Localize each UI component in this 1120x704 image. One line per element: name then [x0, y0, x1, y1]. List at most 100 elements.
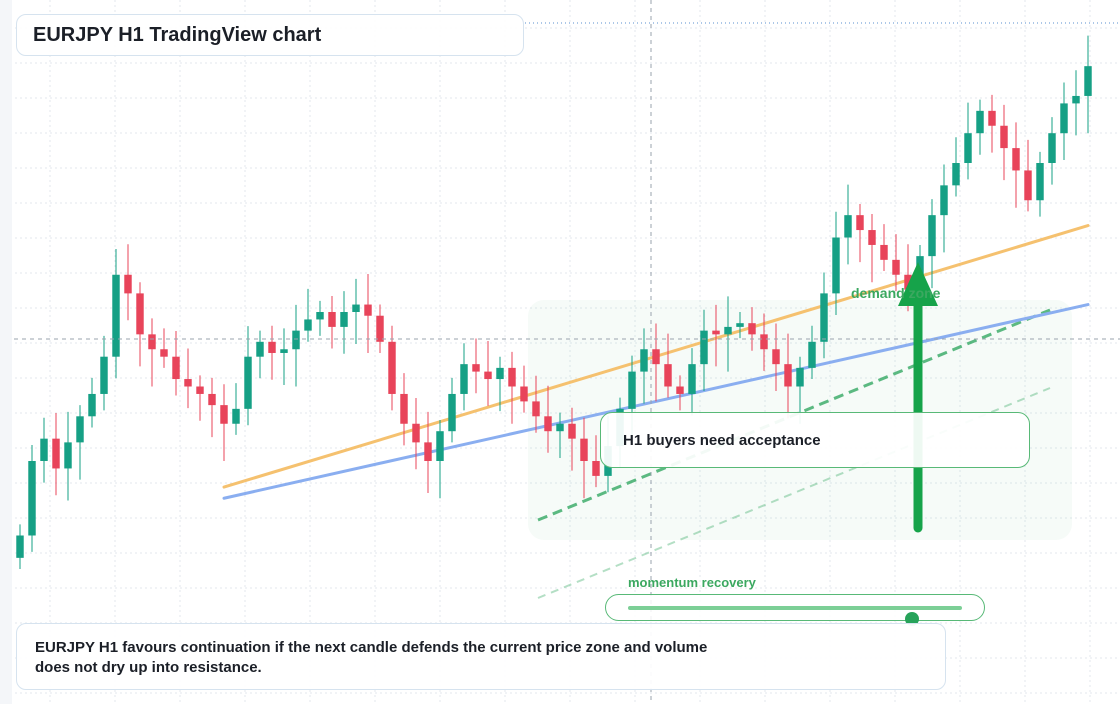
- candle: [1072, 70, 1080, 136]
- candle-body: [172, 356, 180, 380]
- candle: [664, 333, 672, 398]
- candle: [424, 411, 432, 494]
- candle: [1048, 117, 1056, 185]
- candle-body: [100, 356, 108, 394]
- candle-body: [436, 431, 444, 461]
- candle: [196, 375, 204, 421]
- candle: [52, 412, 60, 496]
- candle-body: [856, 215, 864, 231]
- candle: [1036, 151, 1044, 217]
- price-scale-strip: [0, 0, 12, 704]
- candle: [760, 313, 768, 371]
- candle-body: [1084, 66, 1092, 96]
- candle: [1024, 139, 1032, 212]
- candle: [724, 296, 732, 372]
- candle-body: [784, 364, 792, 387]
- candle: [100, 335, 108, 411]
- candle: [820, 272, 828, 359]
- candle: [244, 326, 252, 426]
- candle-body: [820, 293, 828, 342]
- summary-text: EURJPY H1 favours continuation if the ne…: [35, 639, 708, 676]
- candle-body: [388, 341, 396, 394]
- candle: [412, 398, 420, 470]
- candle-body: [544, 416, 552, 432]
- candle: [892, 234, 900, 292]
- candle-body: [976, 110, 984, 134]
- candle: [376, 304, 384, 353]
- candle: [964, 102, 972, 180]
- momentum-rail: [628, 606, 962, 626]
- candle-body: [964, 133, 972, 163]
- candle: [868, 214, 876, 283]
- candle: [460, 343, 468, 411]
- candle: [28, 444, 36, 552]
- demand-zone-label: demand zone: [851, 285, 941, 301]
- candle-body: [328, 312, 336, 327]
- chart-title-panel: EURJPY H1 TradingView chart: [16, 14, 524, 56]
- candle-body: [376, 315, 384, 342]
- candle-body: [880, 244, 888, 260]
- candle: [1012, 122, 1020, 208]
- candle: [340, 291, 348, 354]
- candle-body: [412, 423, 420, 443]
- callout-text: H1 buyers need acceptance: [623, 431, 821, 449]
- candle-body: [40, 438, 48, 461]
- candle: [316, 300, 324, 336]
- candle-body: [808, 341, 816, 368]
- arrow-head: [898, 262, 938, 306]
- momentum-indicator: [605, 594, 985, 626]
- candle: [232, 383, 240, 435]
- candle-body: [712, 330, 720, 335]
- candle-body: [508, 367, 516, 387]
- momentum-knob: [904, 612, 919, 626]
- candle: [640, 328, 648, 404]
- candle-body: [76, 416, 84, 443]
- candle: [700, 309, 708, 391]
- crosshair: [14, 0, 1120, 704]
- candle-body: [736, 323, 744, 327]
- candle: [112, 249, 120, 379]
- candle-body: [844, 215, 852, 238]
- candle-body: [52, 438, 60, 469]
- candle-body: [760, 334, 768, 350]
- candle: [808, 325, 816, 380]
- candle-body: [952, 163, 960, 186]
- candle: [832, 211, 840, 315]
- candle-body: [64, 442, 72, 469]
- candle: [532, 375, 540, 433]
- candle-body: [532, 401, 540, 417]
- candle: [688, 348, 696, 416]
- candle: [772, 323, 780, 391]
- candle: [484, 341, 492, 406]
- candle: [1060, 82, 1068, 161]
- candle-body: [28, 461, 36, 536]
- candle-body: [160, 349, 168, 357]
- candle: [712, 304, 720, 367]
- candle: [592, 435, 600, 488]
- candle: [508, 351, 516, 424]
- candle: [136, 282, 144, 367]
- candle-body: [472, 364, 480, 372]
- candle-body: [16, 535, 24, 558]
- candle-body: [280, 349, 288, 353]
- chart-title: EURJPY H1 TradingView chart: [33, 23, 322, 46]
- candle-body: [124, 274, 132, 294]
- candle-body: [592, 461, 600, 476]
- candle-body: [400, 393, 408, 424]
- candle: [472, 338, 480, 394]
- candle-body: [268, 341, 276, 353]
- candle: [40, 417, 48, 483]
- candle-body: [136, 293, 144, 335]
- candle: [676, 375, 684, 411]
- candle-body: [316, 312, 324, 320]
- candle-body: [628, 371, 636, 409]
- candle-body: [1072, 95, 1080, 104]
- candle-body: [256, 341, 264, 357]
- candle: [940, 164, 948, 253]
- candle-body: [940, 185, 948, 216]
- candle: [88, 377, 96, 428]
- candle: [76, 405, 84, 480]
- summary-panel: EURJPY H1 favours continuation if the ne…: [16, 623, 946, 690]
- candle: [388, 325, 396, 411]
- candle-body: [892, 259, 900, 275]
